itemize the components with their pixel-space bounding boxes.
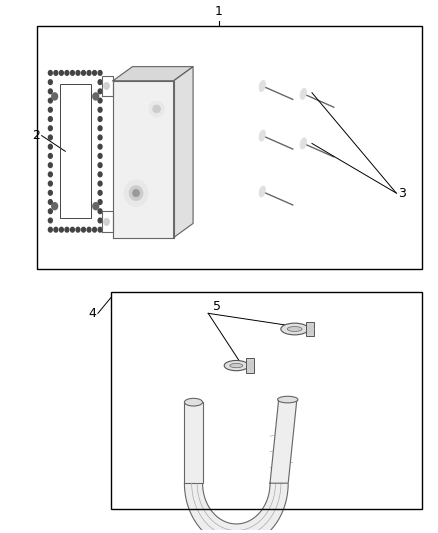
Ellipse shape	[230, 364, 243, 368]
Polygon shape	[270, 400, 297, 483]
Polygon shape	[113, 80, 173, 238]
Text: 3: 3	[399, 187, 406, 200]
Circle shape	[92, 228, 96, 232]
Ellipse shape	[124, 180, 148, 206]
Circle shape	[81, 228, 85, 232]
Circle shape	[49, 144, 52, 149]
Circle shape	[65, 70, 69, 75]
Circle shape	[49, 70, 52, 75]
Circle shape	[52, 203, 57, 209]
Ellipse shape	[259, 130, 265, 141]
Bar	[111, 293, 422, 510]
Polygon shape	[184, 483, 288, 533]
Bar	[306, 322, 314, 336]
Circle shape	[49, 80, 52, 84]
Text: 2: 2	[32, 129, 39, 142]
Circle shape	[54, 228, 58, 232]
Circle shape	[98, 190, 102, 195]
Circle shape	[71, 228, 74, 232]
Circle shape	[103, 82, 110, 90]
Circle shape	[49, 108, 52, 112]
Circle shape	[49, 117, 52, 122]
Circle shape	[54, 70, 58, 75]
Circle shape	[308, 325, 314, 333]
Ellipse shape	[300, 88, 307, 99]
Circle shape	[98, 108, 102, 112]
Circle shape	[248, 362, 254, 369]
Circle shape	[49, 200, 52, 204]
Circle shape	[49, 181, 52, 186]
Circle shape	[98, 172, 102, 177]
Circle shape	[60, 228, 64, 232]
Circle shape	[92, 70, 96, 75]
Ellipse shape	[133, 189, 140, 197]
Circle shape	[98, 163, 102, 167]
Circle shape	[76, 70, 80, 75]
Circle shape	[49, 98, 52, 103]
Circle shape	[52, 93, 57, 100]
Ellipse shape	[153, 105, 161, 113]
Circle shape	[71, 70, 74, 75]
Circle shape	[98, 154, 102, 158]
Circle shape	[87, 70, 91, 75]
Circle shape	[103, 218, 110, 225]
Ellipse shape	[224, 360, 248, 371]
Bar	[37, 26, 422, 269]
Ellipse shape	[287, 327, 302, 332]
Ellipse shape	[281, 323, 308, 335]
Circle shape	[98, 126, 102, 131]
Circle shape	[98, 135, 102, 140]
Circle shape	[81, 70, 85, 75]
Circle shape	[98, 80, 102, 84]
Circle shape	[98, 98, 102, 103]
Circle shape	[98, 200, 102, 204]
Circle shape	[98, 181, 102, 186]
Ellipse shape	[300, 138, 307, 149]
Bar	[246, 358, 254, 373]
Circle shape	[49, 126, 52, 131]
Circle shape	[93, 93, 99, 100]
Circle shape	[49, 218, 52, 223]
Ellipse shape	[129, 186, 143, 200]
Circle shape	[60, 70, 64, 75]
Circle shape	[65, 228, 69, 232]
Bar	[184, 402, 202, 483]
Circle shape	[49, 209, 52, 214]
Circle shape	[87, 228, 91, 232]
Circle shape	[49, 228, 52, 232]
Circle shape	[49, 135, 52, 140]
Polygon shape	[173, 67, 193, 238]
Text: 1: 1	[215, 5, 223, 18]
Circle shape	[49, 172, 52, 177]
Circle shape	[49, 163, 52, 167]
Circle shape	[98, 228, 102, 232]
Circle shape	[98, 117, 102, 122]
Text: 4: 4	[88, 307, 96, 320]
Ellipse shape	[259, 80, 265, 92]
Bar	[60, 84, 91, 218]
Polygon shape	[113, 67, 193, 80]
Ellipse shape	[278, 396, 298, 403]
Ellipse shape	[259, 186, 265, 197]
Ellipse shape	[149, 101, 164, 117]
Circle shape	[49, 89, 52, 94]
Circle shape	[93, 203, 99, 209]
Circle shape	[98, 218, 102, 223]
Circle shape	[98, 209, 102, 214]
Text: 5: 5	[212, 300, 220, 313]
Circle shape	[98, 144, 102, 149]
Circle shape	[98, 70, 102, 75]
Circle shape	[49, 154, 52, 158]
Circle shape	[76, 228, 80, 232]
Ellipse shape	[184, 398, 202, 406]
Circle shape	[98, 89, 102, 94]
Circle shape	[49, 190, 52, 195]
